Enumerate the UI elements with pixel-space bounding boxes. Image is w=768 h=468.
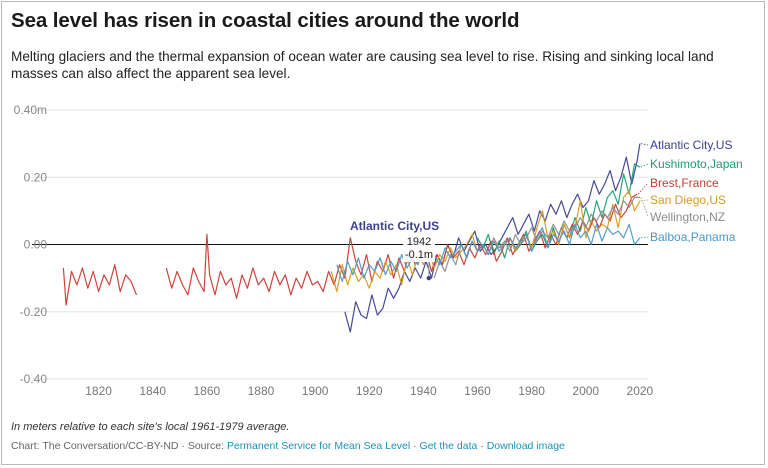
- legend-connector: [637, 182, 649, 195]
- legend-label-atlantic-city-us: Atlantic City,US: [650, 138, 732, 152]
- separator: ·: [413, 440, 417, 452]
- series-line-balboa-panama: [336, 223, 641, 283]
- annotation-series-label: Atlantic City,US: [350, 219, 439, 233]
- y-tick-label: 0.40m: [14, 103, 47, 117]
- legend-label-balboa-panama: Balboa,Panama: [650, 230, 736, 244]
- x-tick-label: 1860: [194, 384, 221, 398]
- annotation-value: -0.1m: [405, 249, 433, 261]
- x-tick-label: 1880: [248, 384, 275, 398]
- x-tick-label: 1940: [410, 384, 437, 398]
- series-line-brest-france: [62, 264, 138, 306]
- y-tick-label: 0.00: [24, 238, 48, 252]
- annotation-marker: [426, 275, 431, 281]
- x-tick-label: 1840: [139, 384, 166, 398]
- series-line-atlantic-city-us: [344, 143, 641, 333]
- y-tick-label: 0.20: [24, 170, 48, 184]
- credits-line: Chart: The Conversation/CC-BY-ND · Sourc…: [11, 440, 565, 452]
- x-tick-label: 2020: [627, 384, 654, 398]
- legend-label-kushimoto-japan: Kushimoto,Japan: [650, 157, 743, 171]
- annotation-backdrop: [403, 234, 435, 262]
- chart-title: Sea level has risen in coastal cities ar…: [11, 9, 520, 32]
- x-tick-label: 1980: [518, 384, 545, 398]
- y-tick-label: -0.20: [20, 305, 48, 319]
- legend-connector: [640, 143, 649, 146]
- download-image-link[interactable]: Download image: [486, 440, 565, 452]
- x-tick-label: 2000: [572, 384, 599, 398]
- legend-connector: [640, 163, 649, 168]
- chart-credit: Chart: The Conversation/CC-BY-ND: [11, 440, 179, 452]
- source-link[interactable]: Permanent Service for Mean Sea Level: [226, 440, 411, 452]
- legend-label-brest-france: Brest,France: [650, 176, 719, 190]
- y-tick-label: -0.40: [20, 372, 48, 386]
- x-tick-label: 1900: [302, 384, 329, 398]
- units-note: In meters relative to each site's local …: [11, 421, 290, 433]
- source-prefix: Source:: [187, 440, 225, 452]
- x-tick-label: 1960: [464, 384, 491, 398]
- annotation-year: 1942: [407, 236, 431, 248]
- chart-subtitle: Melting glaciers and the thermal expansi…: [11, 49, 714, 81]
- get-data-link[interactable]: Get the data: [419, 440, 478, 452]
- x-tick-label: 1820: [85, 384, 112, 398]
- legend-connector: [640, 236, 649, 239]
- separator: ·: [480, 440, 484, 452]
- x-tick-label: 1920: [356, 384, 383, 398]
- legend-connector: [640, 197, 649, 218]
- legend-label-wellington-nz: Wellington,NZ: [650, 210, 725, 224]
- legend-label-san-diego-us: San Diego,US: [650, 193, 726, 207]
- separator: ·: [181, 440, 185, 452]
- series-line-brest-france: [165, 193, 638, 299]
